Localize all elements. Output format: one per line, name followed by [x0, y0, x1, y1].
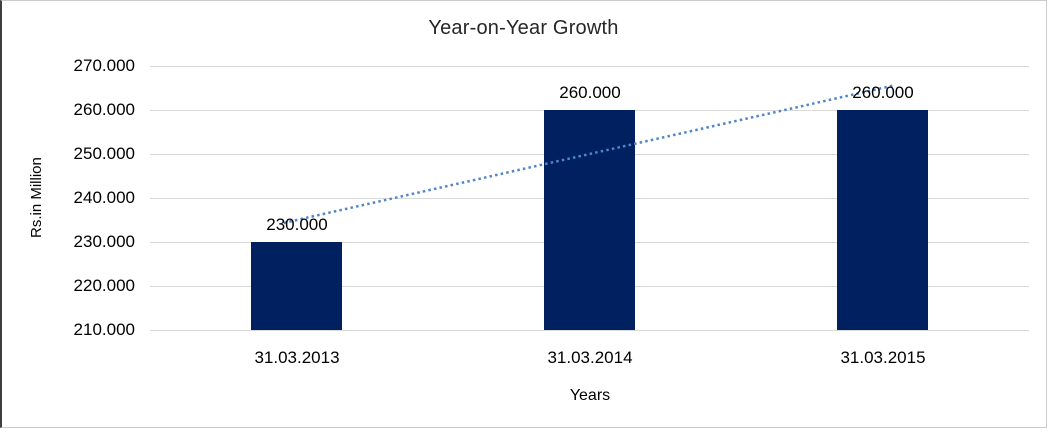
x-tick-label: 31.03.2013	[254, 348, 340, 367]
y-tick-label: 230.000	[73, 232, 135, 251]
plot-area: 230.000 260.000 260.000	[150, 66, 1029, 331]
gridline	[150, 330, 1029, 331]
bar-2014[interactable]	[544, 110, 635, 330]
y-tick-label: 270.000	[73, 56, 135, 75]
x-tick-label: 31.03.2015	[840, 348, 926, 367]
chart-title: Year-on-Year Growth	[428, 17, 619, 39]
gridline	[150, 66, 1029, 67]
y-tick-label: 240.000	[73, 188, 135, 207]
x-axis-title: Years	[569, 387, 611, 404]
y-tick-label: 210.000	[73, 320, 135, 339]
y-tick-label: 260.000	[73, 100, 135, 119]
bar-2015[interactable]	[837, 110, 928, 330]
data-label: 230.000	[266, 215, 328, 234]
x-tick-label: 31.03.2014	[547, 348, 633, 367]
trendline-segment	[283, 83, 896, 225]
bar-2013[interactable]	[251, 242, 342, 330]
data-label: 260.000	[852, 83, 914, 102]
y-tick-label: 220.000	[73, 276, 135, 295]
data-label: 260.000	[559, 83, 621, 102]
trendline[interactable]	[150, 66, 1029, 330]
y-tick-label: 250.000	[73, 144, 135, 163]
